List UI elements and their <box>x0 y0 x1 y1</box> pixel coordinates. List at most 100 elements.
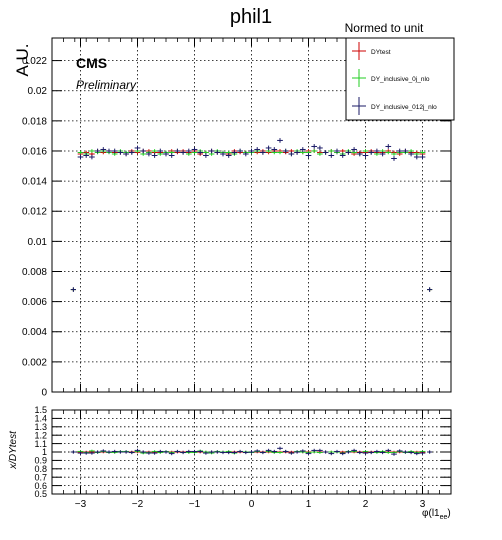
ratio-point <box>311 448 318 453</box>
data-point <box>427 287 433 292</box>
x-tick-label: −2 <box>132 499 144 510</box>
data-point <box>299 147 306 152</box>
ratio-point <box>94 450 101 454</box>
ratio-point <box>151 451 158 455</box>
ratio-point <box>140 450 147 454</box>
data-point <box>419 150 426 155</box>
main-y-tick-label: 0.018 <box>22 116 47 127</box>
ratio-point <box>163 450 169 454</box>
data-point <box>391 156 397 161</box>
main-y-tick-label: 0.012 <box>22 207 47 218</box>
data-point <box>134 145 141 151</box>
main-y-tick-label: 0.002 <box>22 357 47 368</box>
ratio-point <box>345 450 352 454</box>
ratio-point <box>248 450 255 454</box>
data-point <box>311 149 318 153</box>
data-point <box>374 148 380 154</box>
ratio-point <box>83 451 90 455</box>
ratio-point <box>117 450 124 454</box>
main-y-tick-label: 0 <box>41 388 47 399</box>
main-y-tick-label: 0.006 <box>22 297 47 308</box>
data-point <box>128 150 135 155</box>
ratio-y-tick-label: 0.5 <box>34 489 47 499</box>
ratio-y-tick-label: 1.5 <box>34 405 47 415</box>
ratio-point <box>208 450 215 454</box>
data-point <box>356 151 363 157</box>
data-point <box>345 150 352 155</box>
ratio-y-tick-label: 0.6 <box>34 481 47 491</box>
ratio-point <box>106 450 112 454</box>
data-point <box>408 151 414 157</box>
data-point <box>419 154 426 160</box>
ratio-point <box>362 451 369 455</box>
series-DY_inclusive_012j_nlo <box>70 138 433 292</box>
data-point <box>385 150 392 155</box>
data-point <box>237 148 243 154</box>
data-point <box>77 154 84 160</box>
x-axis-label-main: φ(l1 <box>422 508 440 519</box>
ratio-point <box>185 449 192 454</box>
ratio-point <box>237 449 243 454</box>
data-point <box>311 144 318 149</box>
data-point <box>77 150 84 155</box>
x-tick-label: 2 <box>363 499 369 510</box>
ratio-point <box>305 451 312 456</box>
ratio-point <box>356 450 363 455</box>
ratio-point <box>70 450 76 454</box>
data-point <box>248 148 255 154</box>
ratio-point <box>180 450 186 455</box>
ratio-point <box>339 451 346 456</box>
data-point <box>94 148 101 154</box>
data-point <box>168 153 175 158</box>
data-point <box>396 148 403 154</box>
x-tick-label: −1 <box>189 499 201 510</box>
main-y-tick-label: 0.022 <box>22 56 47 67</box>
ratio-y-tick-label: 1.1 <box>34 439 47 449</box>
data-point <box>70 287 76 292</box>
ratio-point <box>168 451 175 456</box>
ratio-point <box>225 450 232 455</box>
legend-entry-DYtest: DYtest <box>352 42 391 60</box>
data-point <box>89 149 95 153</box>
ratio-point <box>271 449 278 454</box>
ratio-point <box>427 450 433 454</box>
data-point <box>265 145 272 151</box>
ratio-point <box>191 449 198 454</box>
legend-label: DY_inclusive_0j_nlo <box>371 76 430 83</box>
data-point <box>322 150 329 155</box>
ratio-y-tick-label: 0.8 <box>34 464 47 474</box>
legend-label: DY_inclusive_012j_nlo <box>371 104 437 111</box>
data-point <box>117 150 124 155</box>
data-point <box>317 152 323 156</box>
ratio-point <box>123 450 129 454</box>
data-point <box>220 151 226 157</box>
main-y-tick-label: 0.02 <box>28 86 48 97</box>
data-point <box>231 150 238 155</box>
ratio-point <box>413 451 420 456</box>
ratio-y-tick-label: 1.3 <box>34 422 47 432</box>
data-point <box>277 150 283 155</box>
ratio-point <box>260 450 266 455</box>
preliminary-label: Preliminary <box>76 78 137 92</box>
data-point <box>163 151 169 157</box>
data-point <box>271 147 278 152</box>
main-y-tick-label: 0.016 <box>22 146 47 157</box>
ratio-point <box>408 450 414 455</box>
ratio-y-tick-label: 1.4 <box>34 414 47 424</box>
data-point <box>282 148 289 154</box>
main-y-tick-label: 0.004 <box>22 327 47 338</box>
ratio-point <box>368 450 375 455</box>
main-y-tick-label: 0.01 <box>28 237 48 248</box>
legend-entry-DY_inclusive_012j_nlo: DY_inclusive_012j_nlo <box>352 97 437 115</box>
data-point <box>328 153 335 158</box>
data-point <box>362 153 369 158</box>
ratio-point <box>385 448 392 453</box>
ratio-point <box>214 450 221 454</box>
data-point <box>197 150 204 155</box>
main-y-tick-label: 0.014 <box>22 177 47 188</box>
ratio-point <box>282 449 289 454</box>
ratio-point <box>351 448 357 453</box>
data-point <box>402 148 409 154</box>
data-point <box>203 153 209 158</box>
